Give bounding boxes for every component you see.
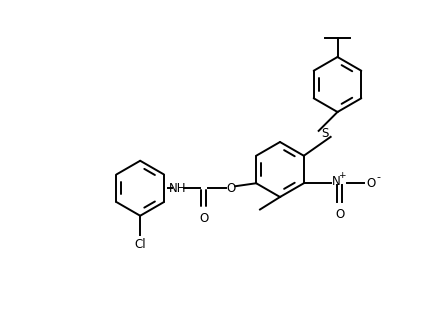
Text: -: - — [377, 172, 381, 182]
Text: Cl: Cl — [134, 238, 146, 251]
Text: S: S — [321, 127, 328, 140]
Text: O: O — [335, 208, 344, 221]
Text: NH: NH — [169, 182, 187, 195]
Text: O: O — [227, 182, 236, 195]
Text: O: O — [366, 177, 376, 190]
Text: O: O — [199, 212, 208, 225]
Text: +: + — [339, 171, 346, 180]
Text: N: N — [332, 175, 341, 188]
